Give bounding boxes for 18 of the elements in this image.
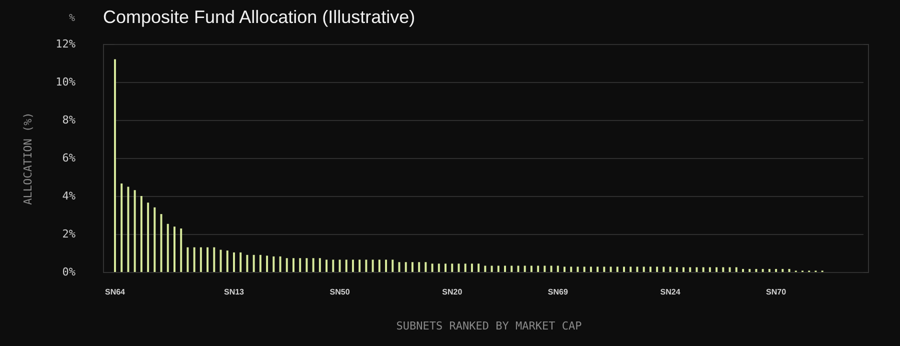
y-tick-label: 8%	[62, 114, 76, 126]
x-tick-label: SN13	[224, 288, 245, 296]
y-tick-label: 12%	[56, 38, 76, 50]
x-tick-label: SN69	[548, 288, 568, 296]
y-axis-title: ALLOCATION (%)	[22, 112, 35, 205]
text: %	[68, 13, 75, 24]
x-tick-label: SN20	[442, 288, 463, 296]
y-tick-label: 6%	[62, 152, 76, 164]
y-tick-label: 2%	[62, 228, 76, 240]
x-tick-label: SN50	[330, 288, 350, 296]
chart-title: Composite Fund Allocation (Illustrative)	[103, 7, 416, 27]
x-tick-label: SN24	[660, 288, 681, 296]
x-tick-label: SN64	[104, 288, 126, 296]
x-axis-title: SUBNETS RANKED BY MARKET CAP	[396, 320, 582, 332]
y-tick-label: 4%	[62, 190, 76, 202]
y-tick-label: 0%	[62, 266, 76, 278]
y-tick-label: 10%	[56, 76, 76, 88]
x-tick-label: SN70	[766, 288, 787, 296]
